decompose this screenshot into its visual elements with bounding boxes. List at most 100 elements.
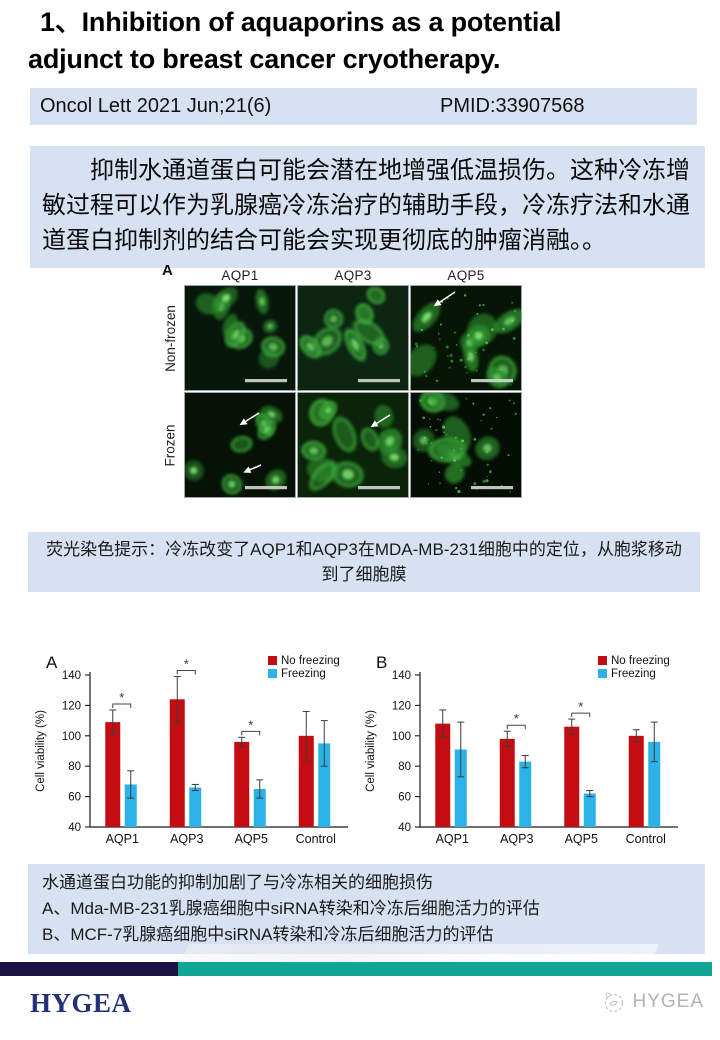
journal-bar: Oncol Lett 2021 Jun;21(6) PMID:33907568 [30, 88, 697, 125]
speckle [467, 333, 471, 337]
cell-blob [221, 473, 243, 495]
bar-no-freezing-AQP3 [499, 738, 515, 827]
y-tick-label: 40 [398, 822, 411, 834]
speckle [463, 294, 467, 297]
speckle [423, 436, 426, 440]
speckle [510, 384, 512, 386]
speckle [453, 449, 456, 452]
y-tick-label: 60 [68, 792, 81, 804]
cell-blob [265, 469, 287, 491]
speckle [448, 366, 451, 369]
speckle [445, 345, 449, 349]
footer-bar [0, 962, 720, 976]
speckle [502, 327, 505, 331]
legend-swatch-0 [598, 656, 607, 665]
speckle [429, 418, 431, 420]
cell-blob [475, 436, 500, 460]
legend-label-0: No freezing [611, 655, 670, 667]
speckle [447, 355, 449, 357]
bar-freezing-AQP1 [124, 784, 137, 827]
cell-blob [185, 460, 204, 481]
speckle [454, 436, 457, 439]
significance-bracket [506, 724, 526, 730]
x-category-label: Control [296, 832, 336, 846]
x-category-label: AQP3 [500, 832, 533, 846]
y-tick-label: 60 [398, 792, 411, 804]
cell-blob [214, 286, 238, 310]
micro-image-nonfrozen-aqp3 [297, 285, 409, 391]
speckle [511, 319, 514, 322]
cell-blob [195, 293, 221, 315]
bar-no-freezing-AQP3 [169, 699, 185, 827]
speckle [495, 416, 498, 419]
speckle [490, 427, 493, 430]
x-category-label: AQP3 [170, 832, 203, 846]
bar-freezing-AQP5 [583, 793, 596, 827]
micro-image-frozen-aqp1-svg [185, 393, 295, 497]
caption-line-1: 水通道蛋白功能的抑制加剧了与冷冻相关的细胞损伤 [42, 873, 433, 892]
speckle [490, 328, 494, 332]
figure-caption-viability: 水通道蛋白功能的抑制加剧了与冷冻相关的细胞损伤 A、Mda-MB-231乳腺癌细… [28, 864, 705, 954]
annotation-arrow [436, 291, 456, 305]
caption-line-2: A、Mda-MB-231乳腺癌细胞中siRNA转染和冷冻后细胞活力的评估 [42, 899, 540, 918]
micro-image-frozen-aqp3-svg [298, 393, 408, 497]
speckle [420, 328, 423, 331]
speckle [457, 490, 461, 494]
speckle [476, 489, 478, 491]
speckle [440, 456, 443, 459]
x-category-label: AQP5 [565, 832, 598, 846]
bar-freezing-AQP3 [189, 787, 202, 827]
speckle [473, 438, 477, 441]
speckle [445, 433, 448, 436]
cell-blob [366, 286, 386, 305]
speckle [459, 358, 463, 362]
significance-bracket [241, 730, 261, 736]
speckle [485, 479, 489, 483]
row-label-frozen: Frozen [158, 393, 182, 497]
panel-label-A: A [46, 653, 58, 672]
speckle [455, 486, 458, 490]
speckle [429, 425, 432, 428]
speckle [449, 353, 453, 357]
speckle [459, 447, 462, 450]
cell-blob [308, 460, 337, 492]
speckle [435, 379, 439, 383]
fluorescence-grid: AQP1 AQP3 AQP5 Non-frozen Frozen [158, 262, 522, 498]
footer-bar-navy-segment [0, 962, 178, 976]
speckle [416, 345, 419, 348]
cell-blob [411, 344, 437, 377]
x-category-label: AQP1 [106, 832, 139, 846]
bar-freezing-AQP3 [519, 761, 532, 827]
speckle [485, 341, 488, 345]
speckle [478, 304, 481, 307]
chart-panel-a: A 40 60 80 100 120 140 Cell viability (%) AQP1 AQ… [30, 642, 360, 854]
speckle [439, 419, 441, 421]
speckle [430, 442, 433, 445]
cell-blob [443, 416, 472, 452]
significance-star: * [119, 690, 124, 705]
speckle [476, 312, 479, 315]
speckle [442, 425, 446, 429]
y-tick-label: 140 [62, 670, 81, 682]
fluorescence-figure: A AQP1 AQP3 AQP5 Non-frozen Frozen [158, 262, 522, 498]
speckle [485, 451, 488, 454]
y-axis-label: Cell viability (%) [365, 710, 377, 792]
y-tick-label: 120 [392, 700, 411, 712]
speckle [426, 443, 428, 445]
journal-citation: Oncol Lett 2021 Jun;21(6) [40, 95, 272, 117]
speckle [425, 375, 428, 377]
speckle [453, 331, 456, 334]
speckle [482, 479, 486, 483]
x-category-label: Control [626, 832, 666, 846]
speckle [455, 344, 458, 346]
significance-star: * [578, 699, 583, 714]
significance-star: * [514, 711, 519, 726]
y-tick-label: 80 [68, 761, 81, 773]
speckle [507, 454, 510, 457]
speckle [514, 412, 517, 415]
y-tick-label: 100 [392, 731, 411, 743]
x-category-label: AQP5 [235, 832, 268, 846]
scale-bar [245, 379, 287, 383]
scale-bar [245, 486, 287, 490]
panel-a-label: A [162, 262, 173, 279]
